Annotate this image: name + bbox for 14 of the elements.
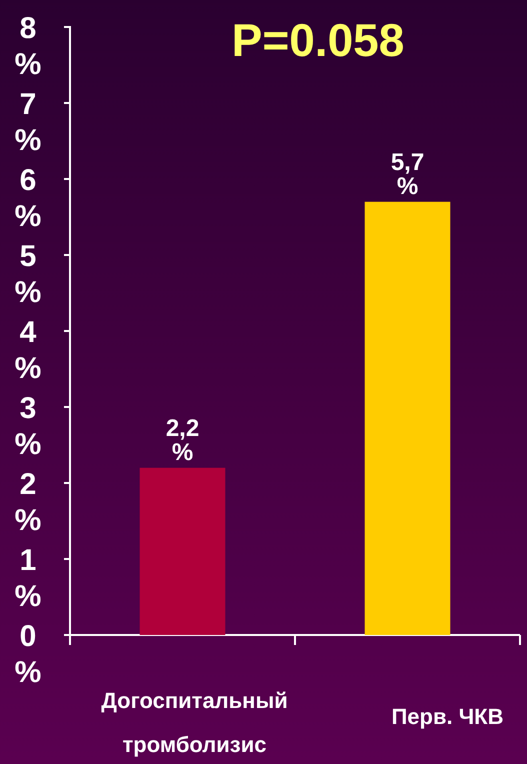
chart-title: P=0.058 bbox=[232, 14, 404, 66]
y-tick-label: 3 % bbox=[14, 392, 42, 461]
y-tick-label: 5 % bbox=[14, 240, 42, 309]
data-label: 5,7 % bbox=[390, 148, 424, 200]
y-tick-label: 6 % bbox=[14, 164, 42, 233]
y-tick-label: 0 % bbox=[14, 620, 42, 689]
y-tick-label: 1 % bbox=[14, 544, 42, 613]
y-tick-label: 8 % bbox=[14, 12, 42, 81]
x-tick-label: Перв. ЧКВ bbox=[391, 704, 504, 729]
y-tick-label: 2 % bbox=[14, 468, 42, 537]
y-tick-label: 7 % bbox=[14, 88, 42, 157]
y-tick-label: 4 % bbox=[14, 316, 42, 385]
x-tick-label: Догоспитальный тромболизис bbox=[101, 688, 288, 757]
data-label: 2,2 % bbox=[166, 414, 200, 466]
